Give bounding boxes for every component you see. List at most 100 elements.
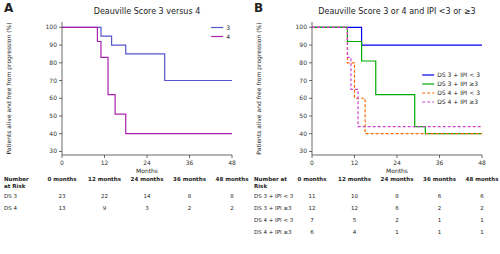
legend-swatch <box>422 92 434 93</box>
legend-label: DS 4 + IPI < 3 <box>437 89 480 96</box>
risk-timepoint: 36 months <box>173 176 207 182</box>
risk-row-label: DS 4 <box>4 205 17 211</box>
survival-curve <box>312 27 482 126</box>
legend-label: 3 <box>226 24 230 31</box>
risk-value: 1 <box>438 229 442 235</box>
y-tick-label: 70 <box>49 77 57 84</box>
y-tick <box>309 27 312 28</box>
risk-value: 11 <box>309 193 316 199</box>
risk-value: 12 <box>309 205 316 211</box>
risk-timepoint: 48 months <box>466 176 500 182</box>
y-tick-label: 30 <box>49 147 57 154</box>
x-tick-label: 24 <box>143 159 151 166</box>
survival-curve <box>312 27 482 133</box>
y-tick <box>59 98 62 99</box>
risk-timepoint: 12 months <box>88 176 122 182</box>
risk-row-label: DS 4 + IPI < 3 <box>254 217 294 223</box>
x-axis-label: Months <box>386 167 408 174</box>
risk-row-label: DS 4 + IPI ≥3 <box>254 229 292 235</box>
risk-table-header-line: Number at <box>254 176 287 182</box>
x-tick-label: 0 <box>310 159 314 166</box>
legend-swatch <box>211 36 223 37</box>
y-tick-label: 30 <box>299 147 307 154</box>
legend: DS 3 + IPI < 3 DS 3 + IPI ≥3 DS 4 + IPI < … <box>422 71 480 105</box>
risk-timepoint: 12 months <box>338 176 372 182</box>
risk-value: 7 <box>310 217 314 223</box>
y-tick-label: 70 <box>299 77 307 84</box>
x-tick-label: 48 <box>228 159 236 166</box>
risk-row-label: DS 3 + IPI < 3 <box>254 193 294 199</box>
risk-value: 2 <box>438 205 442 211</box>
panel: B Deauville Score 3 or 4 and IPI <3 or ≥3… <box>254 1 499 235</box>
risk-value: 1 <box>480 229 484 235</box>
risk-value: 13 <box>59 205 66 211</box>
risk-value: 2 <box>395 217 399 223</box>
risk-value: 8 <box>395 193 399 199</box>
plot-area <box>62 27 232 133</box>
survival-curve <box>312 27 482 45</box>
x-tick-label: 48 <box>478 159 486 166</box>
survival-curve <box>312 27 482 133</box>
risk-timepoint: 36 months <box>423 176 457 182</box>
y-tick-label: 50 <box>49 112 57 119</box>
risk-value: 6 <box>395 205 399 211</box>
risk-table-header-line: at Risk <box>4 183 26 189</box>
title: Deauville Score 3 or 4 and IPI <3 or ≥3 <box>318 7 475 16</box>
legend: 34 <box>211 24 230 40</box>
y-tick-label: 60 <box>49 94 57 101</box>
x-tick-label: 36 <box>186 159 194 166</box>
y-tick <box>59 80 62 81</box>
risk-value: 2 <box>480 205 484 211</box>
legend-swatch <box>211 27 223 28</box>
risk-value: 22 <box>101 193 108 199</box>
panel: ADeauville Score 3 versus 43040506070809… <box>4 1 249 211</box>
x-tick <box>439 155 440 158</box>
risk-value: 14 <box>144 193 151 199</box>
risk-timepoint: 0 months <box>48 176 78 182</box>
figure: ADeauville Score 3 versus 43040506070809… <box>0 0 500 254</box>
x-tick <box>354 155 355 158</box>
legend-swatch <box>422 74 434 75</box>
y-tick <box>309 45 312 46</box>
y-tick <box>309 133 312 134</box>
risk-value: 8 <box>188 193 192 199</box>
y-tick <box>59 151 62 152</box>
panel-label: B <box>254 1 263 15</box>
y-tick <box>309 151 312 152</box>
y-axis-line <box>62 22 63 155</box>
y-axis-label: Patients alive and free from progression… <box>255 22 263 154</box>
risk-row-label: DS 3 + IPI ≥3 <box>254 205 292 211</box>
x-tick <box>104 155 105 158</box>
survival-curve <box>62 27 232 80</box>
x-tick-label: 36 <box>436 159 444 166</box>
risk-value: 2 <box>188 205 192 211</box>
y-tick-label: 40 <box>49 130 57 137</box>
risk-value: 6 <box>310 229 314 235</box>
y-tick <box>59 62 62 63</box>
y-tick <box>59 115 62 116</box>
survival-curve <box>62 27 232 133</box>
risk-timepoint: 48 months <box>216 176 250 182</box>
x-tick <box>62 155 63 158</box>
y-tick <box>59 133 62 134</box>
x-tick <box>189 155 190 158</box>
y-tick <box>59 27 62 28</box>
risk-table: Numberat Risk0 months12 months24 months3… <box>4 176 249 211</box>
risk-timepoint: 24 months <box>381 176 415 182</box>
risk-value: 12 <box>351 205 358 211</box>
x-tick-label: 12 <box>351 159 359 166</box>
risk-timepoint: 0 months <box>298 176 328 182</box>
title: Deauville Score 3 versus 4 <box>94 7 201 16</box>
risk-value: 1 <box>480 217 484 223</box>
y-tick <box>309 98 312 99</box>
risk-value: 2 <box>230 205 234 211</box>
y-tick <box>309 80 312 81</box>
risk-value: 8 <box>230 193 234 199</box>
risk-value: 4 <box>353 229 357 235</box>
risk-table-header: Numberat Risk <box>4 176 29 189</box>
legend-label: DS 3 + IPI < 3 <box>437 71 480 78</box>
x-axis-label: Months <box>136 167 158 174</box>
risk-value: 5 <box>353 217 357 223</box>
y-tick-label: 50 <box>299 112 307 119</box>
legend-label: DS 3 + IPI ≥3 <box>437 80 478 87</box>
